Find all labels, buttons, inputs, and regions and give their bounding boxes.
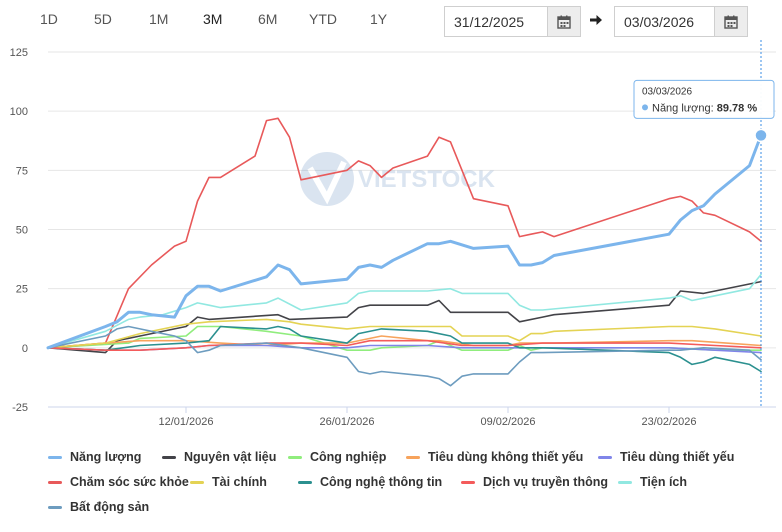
legend-swatch	[618, 480, 632, 484]
legend-label: Tiêu dùng không thiết yếu	[428, 450, 584, 464]
x-tick-label: 09/02/2026	[480, 416, 535, 428]
to-date-calendar-button[interactable]	[714, 7, 747, 36]
legend-label: Bất động sản	[70, 500, 150, 514]
legend-swatch	[461, 480, 475, 484]
series-line[interactable]	[47, 325, 762, 351]
legend-label: Nguyên vật liệu	[184, 450, 277, 464]
legend-swatch	[298, 480, 312, 484]
from-date-picker	[444, 6, 581, 37]
tooltip-date: 03/03/2026	[642, 86, 692, 97]
legend-item[interactable]: Nguyên vật liệu	[162, 450, 276, 464]
legend-label: Công nghiệp	[310, 450, 387, 464]
legend-item[interactable]: Dịch vụ truyền thông	[461, 475, 608, 489]
legend-label: Chăm sóc sức khỏe	[70, 475, 189, 489]
legend-swatch	[48, 455, 62, 459]
series-line[interactable]	[46, 133, 763, 350]
y-tick-label: 25	[16, 284, 28, 296]
legend-swatch	[48, 505, 62, 509]
legend-swatch	[48, 480, 62, 484]
range-button-3m[interactable]: 3M	[203, 11, 223, 27]
tooltip: 03/03/2026 Năng lượng: 89.78 %	[633, 40, 775, 407]
y-tick-label: -25	[12, 402, 28, 414]
series-line[interactable]	[47, 117, 762, 349]
range-button-5d[interactable]: 5D	[94, 11, 112, 27]
series-line[interactable]	[47, 325, 762, 373]
highlight-point	[754, 128, 768, 143]
y-tick-label: 75	[16, 165, 28, 177]
calendar-icon	[557, 15, 571, 29]
y-axis: -25 0 25 50 75 100 125	[10, 47, 28, 414]
legend-item[interactable]: Tiêu dùng thiết yếu	[598, 450, 734, 464]
range-button-1m[interactable]: 1M	[149, 11, 169, 27]
tooltip-series-dot	[642, 104, 648, 111]
y-tick-label: 0	[22, 343, 28, 355]
legend-label: Công nghệ thông tin	[320, 475, 443, 489]
tooltip-separator: :	[711, 102, 717, 114]
legend-item[interactable]: Tài chính	[190, 475, 267, 489]
x-tick-label: 23/02/2026	[641, 416, 696, 428]
series-line[interactable]	[47, 318, 762, 349]
x-tick-label: 12/01/2026	[158, 416, 213, 428]
x-tick-label: 26/01/2026	[319, 416, 374, 428]
series-line[interactable]	[47, 325, 762, 387]
legend-item[interactable]: Năng lượng	[48, 450, 141, 464]
series-line[interactable]	[47, 273, 762, 349]
legend-swatch	[162, 455, 176, 459]
range-button-1d[interactable]: 1D	[40, 11, 58, 27]
legend-item[interactable]: Công nghiệp	[288, 450, 386, 464]
tooltip-series-name: Năng lượng	[652, 102, 711, 114]
to-date-input[interactable]	[615, 7, 715, 36]
series-line[interactable]	[47, 339, 762, 351]
legend-swatch	[598, 455, 612, 459]
from-date-input[interactable]	[445, 7, 545, 36]
arrow-right-icon	[590, 15, 602, 25]
legend-label: Tiện ích	[640, 475, 688, 489]
legend-label: Năng lượng	[70, 450, 142, 464]
range-button-1y[interactable]: 1Y	[370, 11, 388, 27]
tooltip-value: 89.78 %	[717, 102, 758, 114]
legend-label: Tiêu dùng thiết yếu	[620, 450, 735, 464]
chart-legend: Năng lượng Nguyên vật liệu Công nghiệp Tiêu…	[0, 446, 782, 532]
tooltip-series-label: Năng lượng: 89.78 %	[652, 102, 757, 114]
legend-item[interactable]: Tiện ích	[618, 475, 687, 489]
legend-swatch	[406, 455, 420, 459]
legend-item[interactable]: Bất động sản	[48, 500, 149, 514]
legend-item[interactable]: Công nghệ thông tin	[298, 475, 442, 489]
range-button-ytd[interactable]: YTD	[309, 11, 337, 27]
vietstock-watermark: VIETSTOCK	[300, 152, 496, 206]
y-tick-label: 50	[16, 225, 28, 237]
to-date-picker	[614, 6, 748, 37]
legend-swatch	[288, 455, 302, 459]
legend-label: Dịch vụ truyền thông	[483, 475, 608, 489]
svg-text:VIETSTOCK: VIETSTOCK	[358, 166, 496, 193]
y-tick-label: 125	[10, 47, 28, 59]
legend-label: Tài chính	[212, 475, 267, 489]
range-button-6m[interactable]: 6M	[258, 11, 278, 27]
legend-item[interactable]: Tiêu dùng không thiết yếu	[406, 450, 583, 464]
tooltip-box	[633, 79, 775, 119]
series-lines	[46, 117, 763, 387]
legend-swatch	[190, 480, 204, 484]
series-line[interactable]	[47, 280, 762, 354]
calendar-icon	[724, 15, 738, 29]
legend-item[interactable]: Chăm sóc sức khỏe	[48, 475, 189, 489]
x-axis: 12/01/2026 26/01/2026 09/02/2026 23/02/2026	[48, 406, 776, 428]
from-date-calendar-button[interactable]	[547, 7, 580, 36]
y-tick-label: 100	[10, 106, 28, 118]
line-chart: VIETSTOCK 12/01/2026 26/01/2026 09/02/2026…	[10, 40, 776, 428]
